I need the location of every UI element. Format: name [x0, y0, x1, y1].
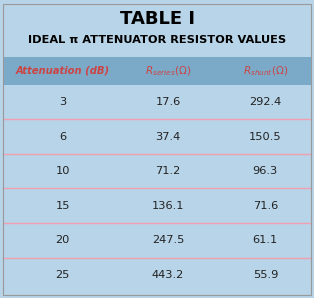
Text: 20: 20 [56, 235, 70, 245]
Text: 292.4: 292.4 [249, 97, 281, 107]
Text: 61.1: 61.1 [253, 235, 278, 245]
Text: 136.1: 136.1 [152, 201, 184, 211]
Text: 17.6: 17.6 [155, 97, 181, 107]
Text: 15: 15 [56, 201, 70, 211]
Text: 37.4: 37.4 [155, 132, 181, 142]
Text: 71.2: 71.2 [155, 166, 181, 176]
Text: 55.9: 55.9 [253, 270, 278, 280]
Text: 96.3: 96.3 [253, 166, 278, 176]
Text: $\mathbf{\mathit{R}}_{\mathbf{\mathit{shunt}}}(\Omega)$: $\mathbf{\mathit{R}}_{\mathbf{\mathit{sh… [243, 64, 288, 77]
Text: 10: 10 [56, 166, 70, 176]
Text: 247.5: 247.5 [152, 235, 184, 245]
Text: 3: 3 [59, 97, 67, 107]
Text: 150.5: 150.5 [249, 132, 282, 142]
Text: 71.6: 71.6 [253, 201, 278, 211]
Text: 443.2: 443.2 [152, 270, 184, 280]
Text: $\mathbf{\mathit{R}}_{\mathbf{\mathit{series}}}(\Omega)$: $\mathbf{\mathit{R}}_{\mathbf{\mathit{se… [145, 64, 191, 77]
Text: 25: 25 [56, 270, 70, 280]
Text: TABLE I: TABLE I [120, 10, 194, 28]
Text: Attenuation (dB): Attenuation (dB) [16, 66, 110, 76]
Text: IDEAL π ATTENUATOR RESISTOR VALUES: IDEAL π ATTENUATOR RESISTOR VALUES [28, 35, 286, 45]
FancyBboxPatch shape [3, 57, 311, 85]
Text: 6: 6 [59, 132, 66, 142]
